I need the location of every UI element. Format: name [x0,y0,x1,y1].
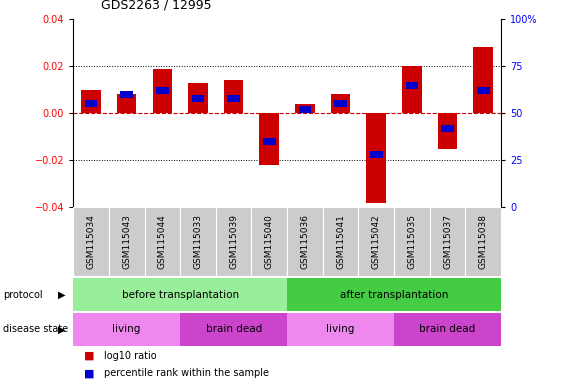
Bar [323,207,359,276]
Bar [145,207,180,276]
Text: GSM115036: GSM115036 [301,214,310,270]
Bar [81,90,101,113]
Text: ▶: ▶ [58,290,66,300]
Bar [334,100,347,108]
Text: brain dead: brain dead [419,324,476,334]
Text: living: living [327,324,355,334]
Bar [367,113,386,203]
Bar [180,313,287,346]
Bar [438,113,457,149]
Text: GSM115043: GSM115043 [122,215,131,269]
Bar [394,313,501,346]
Text: protocol: protocol [3,290,42,300]
Bar [473,48,493,113]
Bar [117,94,136,113]
Bar [73,313,180,346]
Bar [216,207,252,276]
Text: living: living [113,324,141,334]
Bar [287,278,501,311]
Text: GSM115034: GSM115034 [87,215,96,269]
Bar [188,83,208,113]
Text: GDS2263 / 12995: GDS2263 / 12995 [101,0,212,12]
Text: after transplantation: after transplantation [340,290,448,300]
Text: GSM115037: GSM115037 [443,214,452,270]
Bar [430,207,466,276]
Bar [260,113,279,165]
Bar [441,125,454,132]
Bar [331,94,350,113]
Text: ■: ■ [84,351,95,361]
Text: GSM115040: GSM115040 [265,215,274,269]
Text: ▶: ▶ [58,324,66,334]
Text: percentile rank within the sample: percentile rank within the sample [104,368,269,378]
Text: GSM115039: GSM115039 [229,214,238,270]
Bar [394,207,430,276]
Bar [180,207,216,276]
Bar [153,69,172,113]
Text: GSM115035: GSM115035 [408,214,417,270]
Bar [466,207,501,276]
Text: log10 ratio: log10 ratio [104,351,157,361]
Bar [252,207,287,276]
Text: disease state: disease state [3,324,68,334]
Text: before transplantation: before transplantation [122,290,239,300]
Text: GSM115041: GSM115041 [336,215,345,269]
Bar [287,207,323,276]
Bar [120,91,133,98]
Text: GSM115033: GSM115033 [194,214,203,270]
Bar [109,207,145,276]
Bar [402,66,422,113]
Bar [73,278,287,311]
Bar [84,100,97,108]
Bar [359,207,394,276]
Bar [73,207,109,276]
Text: brain dead: brain dead [205,324,262,334]
Text: GSM115038: GSM115038 [479,214,488,270]
Bar [370,151,383,158]
Bar [477,87,490,94]
Bar [287,313,394,346]
Bar [191,95,204,102]
Bar [156,87,169,94]
Text: GSM115044: GSM115044 [158,215,167,269]
Bar [295,104,315,113]
Bar [405,81,418,89]
Text: GSM115042: GSM115042 [372,215,381,269]
Bar [263,138,276,145]
Bar [298,106,311,113]
Text: ■: ■ [84,368,95,378]
Bar [227,95,240,102]
Bar [224,80,243,113]
